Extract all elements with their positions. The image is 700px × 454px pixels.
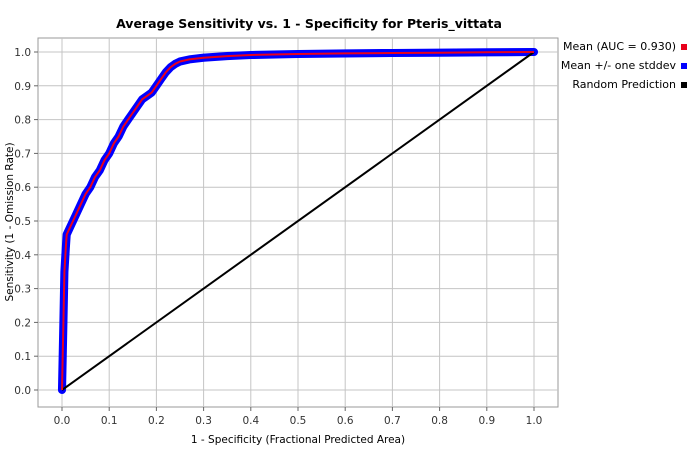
series-layer <box>57 47 539 395</box>
x-tick-label: 0.5 <box>290 415 307 427</box>
x-tick-label: 0.3 <box>195 415 212 427</box>
legend-label: Mean (AUC = 0.930) <box>563 40 676 53</box>
y-tick-label: 0.0 <box>14 385 31 397</box>
y-tick-label: 0.3 <box>14 284 31 296</box>
legend-label: Random Prediction <box>572 78 676 91</box>
legend-swatch <box>681 63 687 69</box>
y-tick-label: 0.4 <box>14 250 31 262</box>
legend-label: Mean +/- one stddev <box>561 59 677 72</box>
y-tick-label: 0.1 <box>14 351 31 363</box>
x-tick-label: 0.4 <box>242 415 259 427</box>
x-tick-label: 0.1 <box>101 415 118 427</box>
legend-swatch <box>681 82 687 88</box>
x-tick-labels: 0.0 0.1 0.2 0.3 0.4 0.5 0.6 0.7 0.8 0.9 1.0 <box>54 415 543 427</box>
x-axis-label: 1 - Specificity (Fractional Predicted Ar… <box>191 434 405 446</box>
legend: Mean (AUC = 0.930) Mean +/- one stddev Ran… <box>561 40 687 91</box>
chart-title: Average Sensitivity vs. 1 - Specificity … <box>116 16 502 32</box>
legend-swatch <box>681 44 687 50</box>
y-tick-label: 0.9 <box>14 81 31 93</box>
x-tick-label: 0.7 <box>384 415 401 427</box>
y-axis-label: Sensitivity (1 - Omission Rate) <box>4 142 16 301</box>
x-tick-label: 0.9 <box>478 415 495 427</box>
x-tick-label: 0.8 <box>431 415 448 427</box>
y-tick-label: 0.6 <box>14 182 31 194</box>
y-tick-label: 1.0 <box>14 47 31 59</box>
y-tick-label: 0.8 <box>14 115 31 127</box>
x-tick-label: 0.6 <box>337 415 354 427</box>
mean-roc-line <box>61 51 535 391</box>
x-tick-label: 0.2 <box>148 415 165 427</box>
x-tick-label: 0.0 <box>54 415 71 427</box>
y-tick-label: 0.5 <box>14 216 31 228</box>
y-tick-label: 0.7 <box>14 148 31 160</box>
y-tick-labels: 0.0 0.1 0.2 0.3 0.4 0.5 0.6 0.7 0.8 0.9 1.0 <box>14 47 31 397</box>
x-tick-label: 1.0 <box>526 415 543 427</box>
random-prediction-line <box>61 51 535 391</box>
axis-ticks <box>34 51 535 411</box>
y-tick-label: 0.2 <box>14 317 31 329</box>
